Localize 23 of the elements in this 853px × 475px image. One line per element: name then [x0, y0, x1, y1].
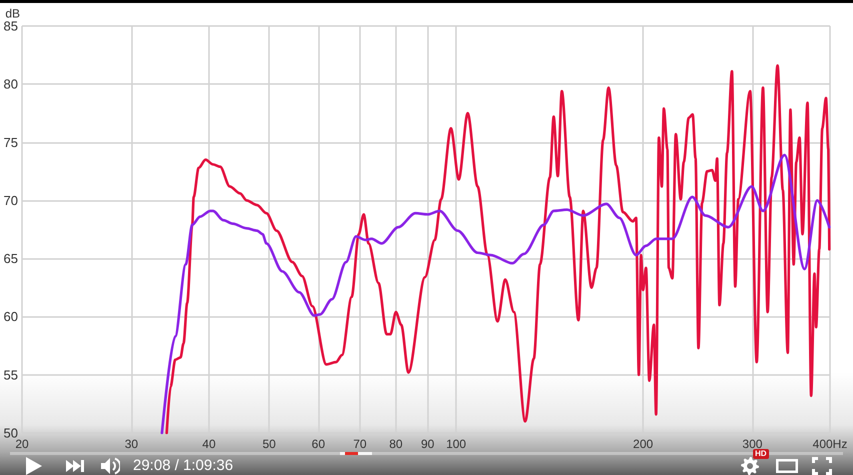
x-tick-label: 200	[633, 437, 654, 451]
y-tick-label: 80	[4, 76, 18, 92]
x-tick-label: 100	[446, 437, 466, 451]
x-tick-label: 400Hz	[812, 437, 848, 451]
y-tick-label: 55	[4, 367, 18, 382]
x-tick-label: 50	[262, 437, 276, 451]
x-tick-label: 20	[15, 437, 29, 451]
x-tick-label: 60	[312, 437, 326, 451]
y-tick-label: 60	[4, 309, 18, 324]
y-axis-title: dB	[5, 6, 20, 21]
x-tick-label: 70	[353, 437, 367, 451]
x-tick-label: 30	[124, 437, 138, 451]
y-tick-label: 70	[4, 192, 18, 208]
y-tick-label: 85	[4, 18, 18, 34]
x-tick-label: 40	[202, 437, 216, 451]
x-tick-label: 300	[742, 437, 763, 451]
hd-badge: HD	[753, 449, 769, 459]
y-tick-label: 65	[4, 251, 18, 266]
y-tick-label: 50	[4, 426, 18, 440]
y-tick-label: 75	[4, 134, 18, 150]
text: 29:08 / 1:09:36	[133, 457, 234, 474]
x-tick-label: 90	[420, 437, 435, 451]
x-tick-label: 80	[389, 437, 403, 451]
